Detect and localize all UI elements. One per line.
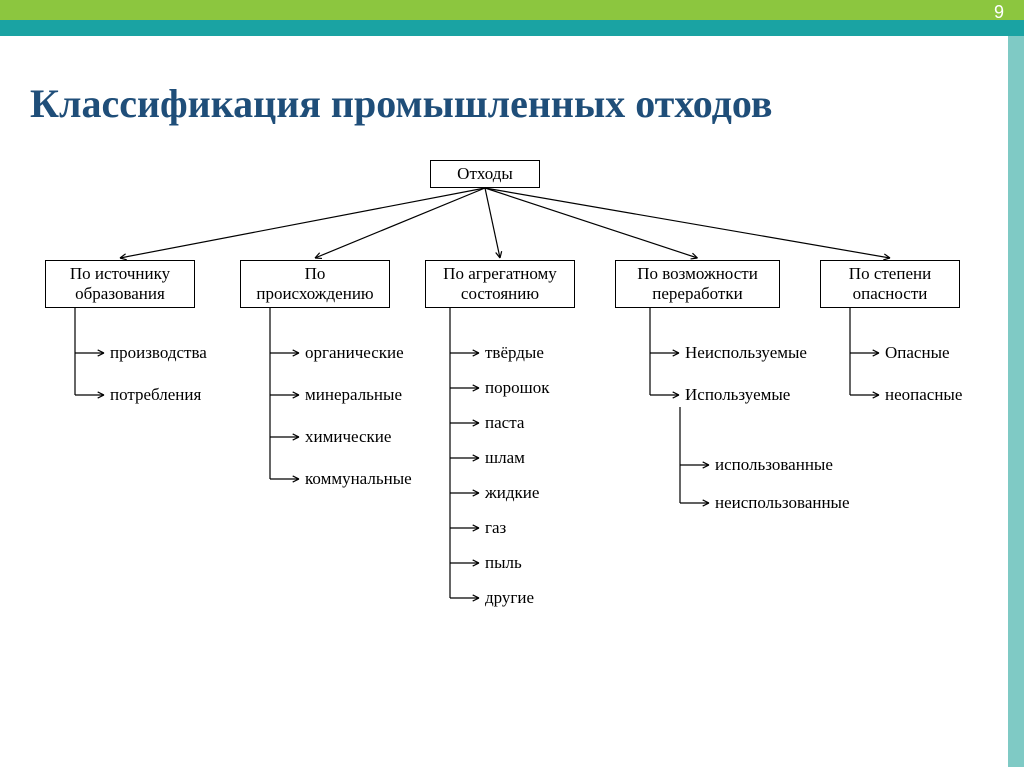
category-box-1: По происхождению xyxy=(240,260,390,308)
category-box-2: По агрегатному состоянию xyxy=(425,260,575,308)
top-accent-bar-green xyxy=(0,0,1024,20)
category-box-3: По возможности переработки xyxy=(615,260,780,308)
leaf-1-1: минеральные xyxy=(305,386,402,403)
leaf-1-3: коммунальные xyxy=(305,470,412,487)
leaf-3-1: Используемые xyxy=(685,386,790,403)
subleaf-1: неиспользованные xyxy=(715,494,850,511)
leaf-2-1: порошок xyxy=(485,379,549,396)
leaf-2-5: газ xyxy=(485,519,506,536)
leaf-2-6: пыль xyxy=(485,554,522,571)
leaf-1-2: химические xyxy=(305,428,391,445)
right-accent-strip xyxy=(1008,36,1024,767)
page-title: Классификация промышленных отходов xyxy=(30,80,772,127)
leaf-1-0: органические xyxy=(305,344,404,361)
classification-diagram: Отходы По источнику образования производст… xyxy=(30,155,990,725)
leaf-0-0: производства xyxy=(110,344,207,361)
leaf-2-0: твёрдые xyxy=(485,344,544,361)
root-node: Отходы xyxy=(430,160,540,188)
category-box-0: По источнику образования xyxy=(45,260,195,308)
leaf-2-3: шлам xyxy=(485,449,525,466)
leaf-4-1: неопасные xyxy=(885,386,962,403)
category-box-4: По степени опасности xyxy=(820,260,960,308)
leaf-3-0: Неиспользуемые xyxy=(685,344,807,361)
leaf-2-7: другие xyxy=(485,589,534,606)
leaf-0-1: потребления xyxy=(110,386,201,403)
top-accent-bar-teal xyxy=(0,20,1024,36)
leaf-4-0: Опасные xyxy=(885,344,950,361)
leaf-2-4: жидкие xyxy=(485,484,539,501)
subleaf-0: использованные xyxy=(715,456,833,473)
leaf-2-2: паста xyxy=(485,414,524,431)
